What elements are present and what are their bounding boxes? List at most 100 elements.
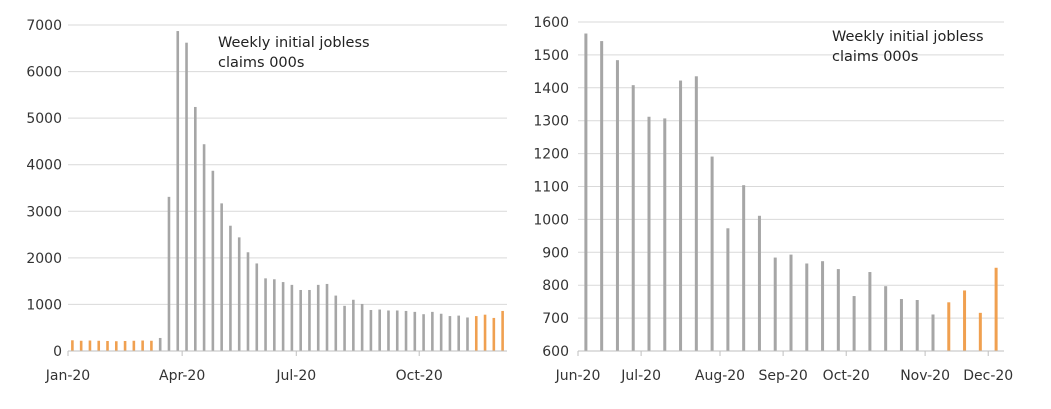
left-ytick-label: 1000: [26, 297, 62, 313]
right-xtick-label: Aug-20: [695, 368, 745, 384]
right-chart-panel: 600 700 800 900 1000 1100 1200 1300 1400 1500 1600…: [522, 0, 1051, 409]
left-xtick-label: Oct-20: [396, 368, 443, 384]
right-bar: [647, 116, 651, 351]
left-bar: [185, 42, 188, 351]
right-bar: [805, 263, 809, 351]
right-xtick-label: Jul-20: [620, 368, 661, 384]
left-bar: [404, 310, 408, 351]
left-bar: [132, 340, 136, 351]
right-ytick-label: 600: [542, 344, 569, 360]
left-bar: [273, 279, 276, 351]
left-bar: [448, 316, 452, 351]
left-bar: [299, 289, 302, 351]
left-bar: [158, 337, 162, 351]
left-bar: [220, 203, 223, 351]
left-bar: [439, 313, 443, 351]
right-bar: [868, 272, 872, 351]
left-bar: [483, 314, 487, 351]
left-bar: [202, 144, 206, 351]
left-bar: [474, 316, 478, 351]
left-bar: [141, 340, 144, 351]
right-bar: [884, 286, 888, 351]
left-bar: [281, 282, 285, 351]
right-bar: [663, 118, 667, 351]
left-bar: [457, 315, 461, 351]
right-ytick-label: 1600: [533, 15, 569, 31]
left-bar: [334, 295, 338, 351]
right-ytick-label: 1100: [533, 180, 569, 196]
left-bar: [422, 314, 425, 351]
right-bar: [742, 185, 746, 351]
right-bar: [615, 60, 619, 351]
left-xtick-label: Jul-20: [275, 368, 316, 384]
left-bar: [413, 311, 417, 351]
right-bar: [600, 41, 604, 351]
right-ytick-label: 700: [542, 311, 569, 327]
left-bar: [88, 340, 92, 351]
right-ytick-label: 1400: [533, 81, 569, 97]
left-bar: [316, 284, 320, 351]
right-ytick-label: 1200: [533, 147, 569, 163]
left-bar: [71, 340, 74, 351]
right-annotation-text: Weekly initial jobless: [832, 29, 984, 45]
right-bar: [694, 76, 698, 351]
right-ytick-label: 1000: [533, 212, 569, 228]
left-bar: [387, 310, 390, 351]
right-xtick-label: Jun-20: [555, 368, 601, 384]
left-bar: [378, 309, 381, 351]
left-bar: [360, 303, 364, 351]
left-ytick-label: 0: [53, 344, 62, 360]
right-bar: [963, 290, 967, 351]
left-bar: [229, 225, 232, 351]
left-bar: [395, 310, 399, 351]
right-ytick-label: 1500: [533, 48, 569, 64]
right-bar: [852, 296, 856, 351]
right-xtick-label: Nov-20: [900, 368, 950, 384]
right-ytick-label: 1300: [533, 114, 569, 130]
right-bar: [631, 85, 635, 351]
right-xtick-label: Dec-20: [963, 368, 1013, 384]
left-ytick-label: 3000: [26, 204, 62, 220]
right-bar: [789, 254, 793, 351]
left-xtick-label: Apr-20: [159, 368, 205, 384]
left-bar: [114, 341, 118, 351]
left-bar: [176, 31, 180, 351]
right-bar: [915, 300, 919, 351]
right-bar: [836, 269, 840, 351]
left-bar: [79, 340, 83, 351]
left-bar: [97, 340, 101, 351]
right-bar: [710, 156, 714, 351]
left-bar: [123, 340, 127, 351]
right-bar: [584, 33, 588, 351]
left-bar: [106, 340, 109, 351]
left-bar: [431, 311, 434, 351]
left-bar: [343, 305, 346, 351]
left-annotation-text: claims 000s: [218, 55, 304, 71]
right-xtick-label: Sep-20: [758, 368, 807, 384]
left-annotation-text: Weekly initial jobless: [218, 35, 370, 51]
left-bar: [369, 310, 373, 351]
left-bar: [264, 278, 267, 351]
left-xtick-label: Jan-20: [45, 368, 90, 384]
left-bar: [237, 237, 241, 351]
right-bar: [899, 299, 903, 351]
left-bar: [194, 106, 197, 351]
left-ytick-label: 2000: [26, 251, 62, 267]
right-bar: [726, 228, 730, 351]
left-ytick-label: 6000: [26, 65, 62, 81]
right-bar: [994, 267, 998, 351]
left-bar: [308, 289, 311, 351]
right-chart: 600 700 800 900 1000 1100 1200 1300 1400 1500 1600…: [533, 15, 1013, 384]
left-ytick-label: 7000: [26, 18, 62, 34]
right-bar: [931, 314, 935, 351]
left-bar: [167, 196, 171, 351]
left-bar: [501, 310, 504, 351]
left-chart: 0 1000 2000 3000 4000 5000 6000 7000 Jan-20 Apr-2…: [26, 18, 507, 384]
right-bar: [978, 312, 982, 351]
left-ytick-label: 5000: [26, 111, 62, 127]
right-annotation-text: claims 000s: [832, 49, 918, 65]
left-bar: [150, 340, 153, 351]
left-bar: [290, 284, 294, 351]
left-bar: [466, 317, 469, 351]
right-ytick-label: 900: [542, 245, 569, 261]
